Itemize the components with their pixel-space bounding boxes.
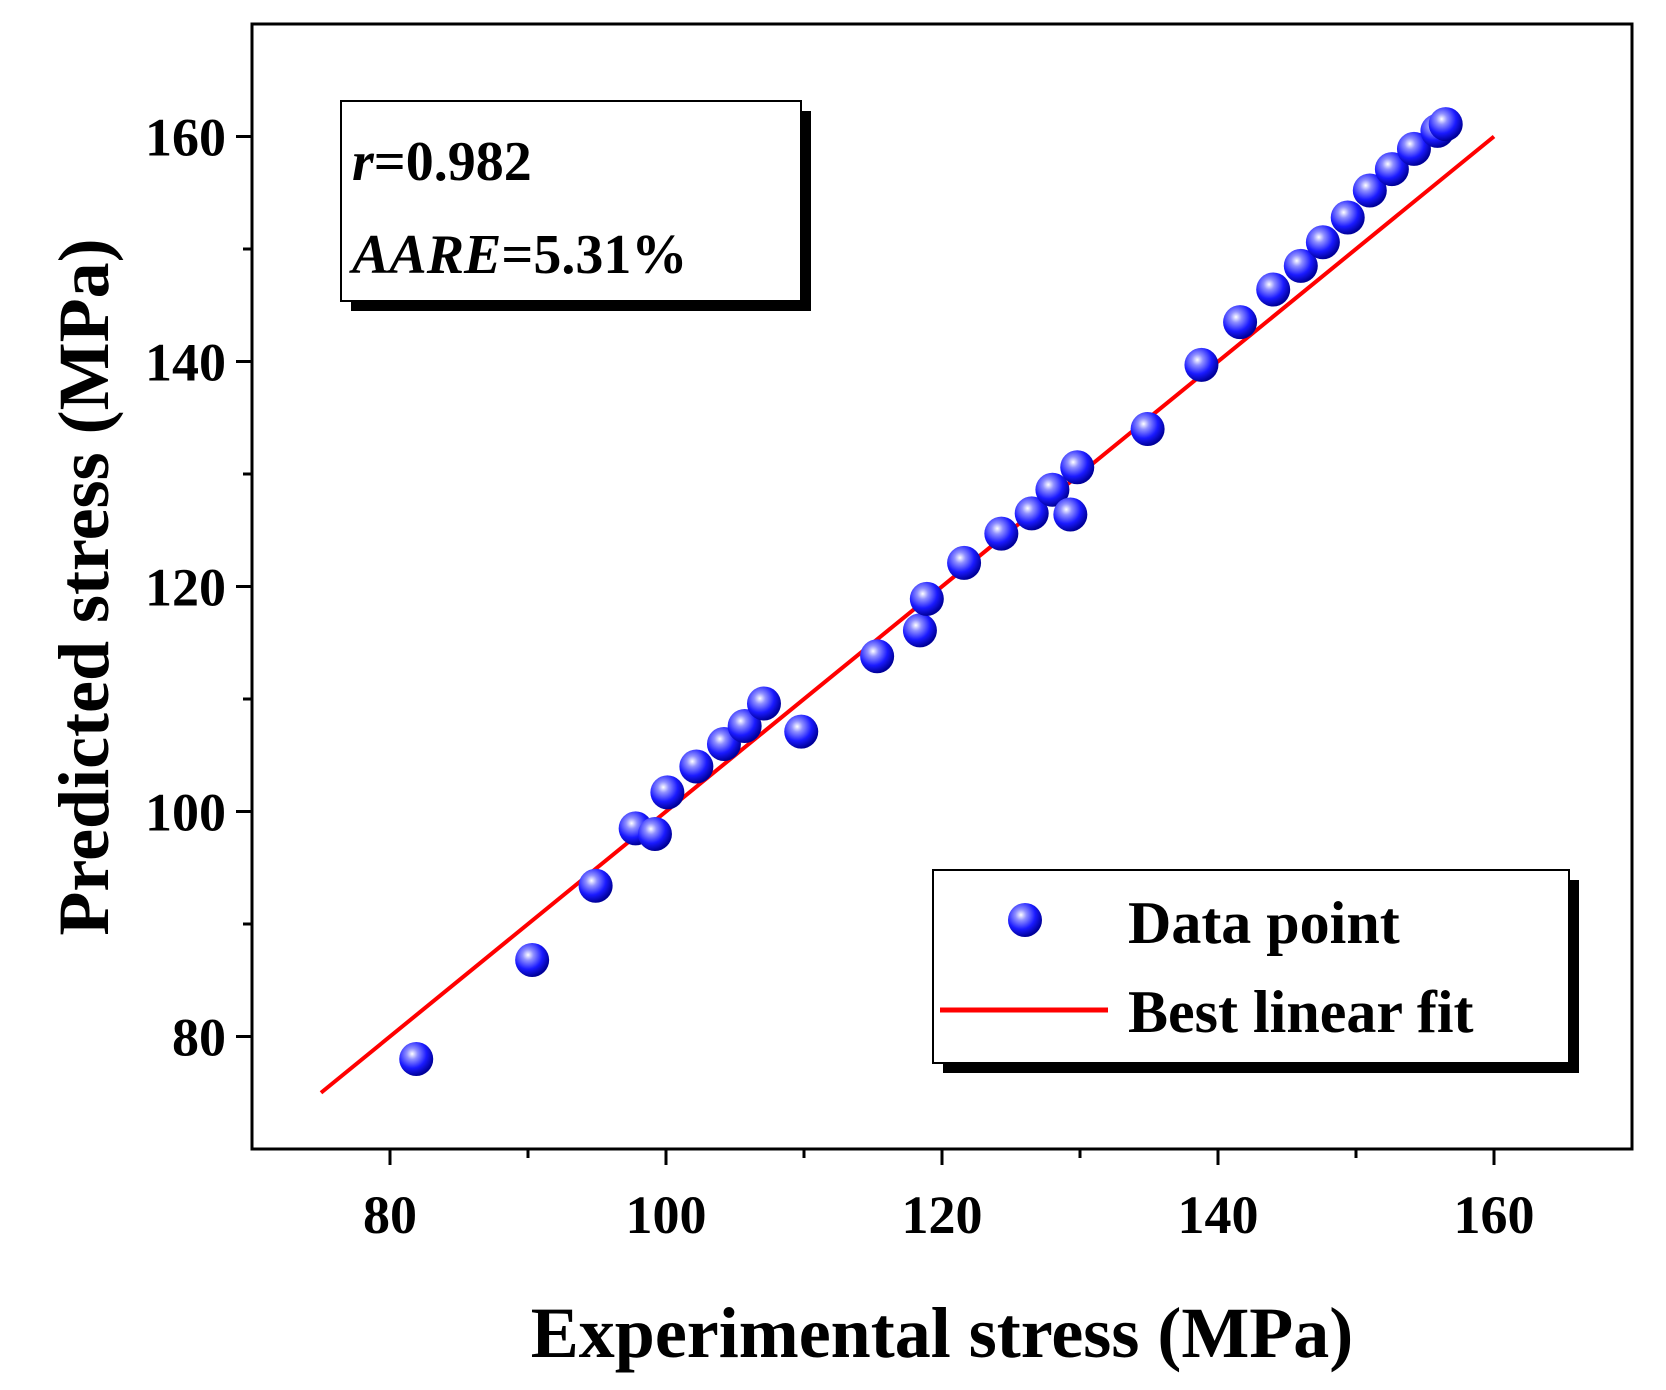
best-linear-fit-line bbox=[319, 134, 1496, 1095]
data-point bbox=[1330, 200, 1365, 235]
data-point bbox=[1014, 496, 1049, 531]
y-tick-label: 80 bbox=[172, 1008, 226, 1068]
x-tick-label: 100 bbox=[626, 1185, 707, 1245]
data-point bbox=[637, 817, 672, 851]
r-statistic: r=0.982 bbox=[352, 131, 532, 193]
legend: Data point Best linear fit bbox=[932, 869, 1579, 1073]
data-point bbox=[984, 516, 1019, 551]
data-point bbox=[902, 613, 937, 648]
legend-frame bbox=[932, 869, 1570, 1064]
r-label: r bbox=[352, 131, 375, 193]
data-point bbox=[399, 1042, 434, 1076]
data-point bbox=[1305, 225, 1340, 260]
aare-label: AARE bbox=[349, 224, 501, 286]
data-point bbox=[1283, 248, 1318, 283]
data-point bbox=[1130, 412, 1165, 446]
data-point bbox=[578, 868, 613, 903]
data-point bbox=[727, 709, 762, 743]
y-tick-label: 160 bbox=[145, 108, 226, 168]
legend-marker-data-point bbox=[1008, 903, 1042, 937]
aare-statistic: AARE=5.31% bbox=[349, 224, 687, 286]
stats-box-frame bbox=[340, 100, 802, 302]
stats-box: r=0.982 AARE=5.31% bbox=[340, 100, 811, 311]
data-point bbox=[1060, 450, 1095, 485]
data-point bbox=[1035, 472, 1070, 507]
x-tick-label: 120 bbox=[902, 1185, 983, 1245]
data-point bbox=[1396, 131, 1431, 166]
y-tick-label: 100 bbox=[145, 783, 226, 843]
axis-ticks: 80 100 120 140 160 80 100 120 140 160 bbox=[145, 108, 1535, 1246]
aare-value: =5.31% bbox=[501, 224, 687, 286]
data-point bbox=[515, 943, 550, 977]
data-point bbox=[1223, 305, 1258, 340]
data-point bbox=[746, 686, 781, 721]
data-points bbox=[399, 107, 1463, 1076]
data-point bbox=[679, 749, 714, 784]
legend-label-data-point: Data point bbox=[1128, 890, 1400, 956]
data-point bbox=[1053, 497, 1088, 532]
data-point bbox=[1184, 347, 1219, 382]
y-axis-title: Predicted stress (MPa) bbox=[44, 238, 124, 935]
fit-layer bbox=[319, 134, 1496, 1095]
r-value: =0.982 bbox=[374, 131, 532, 193]
data-point bbox=[650, 775, 685, 810]
x-tick-label: 80 bbox=[363, 1185, 417, 1245]
data-point bbox=[909, 581, 944, 616]
data-point bbox=[947, 545, 982, 580]
data-point bbox=[1256, 272, 1291, 307]
x-axis-title: Experimental stress (MPa) bbox=[531, 1293, 1353, 1373]
data-point bbox=[784, 714, 819, 749]
data-point bbox=[1374, 152, 1409, 187]
data-point bbox=[860, 639, 895, 674]
y-tick-label: 140 bbox=[145, 333, 226, 393]
x-tick-label: 140 bbox=[1178, 1185, 1259, 1245]
data-point bbox=[1428, 107, 1463, 142]
y-tick-label: 120 bbox=[145, 558, 226, 618]
legend-label-best-fit: Best linear fit bbox=[1128, 979, 1474, 1045]
x-tick-label: 160 bbox=[1454, 1185, 1535, 1245]
data-point bbox=[1352, 173, 1387, 208]
